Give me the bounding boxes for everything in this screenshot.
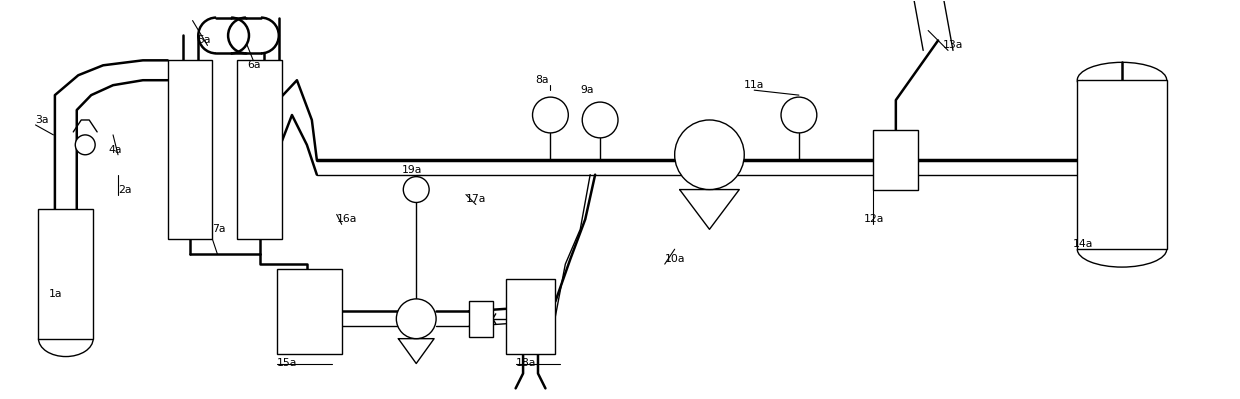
Text: 8a: 8a [536,75,549,85]
Text: 11a: 11a [744,80,765,90]
Text: 19a: 19a [402,165,422,175]
Text: 15a: 15a [277,358,298,369]
Text: 1a: 1a [48,289,62,299]
Text: 16a: 16a [337,214,357,224]
Bar [277,269,342,354]
Bar [38,209,93,339]
Text: 17a: 17a [466,194,486,204]
Circle shape [403,177,429,202]
Circle shape [532,97,568,133]
Circle shape [781,97,817,133]
Bar [237,60,281,239]
Bar [1078,80,1167,249]
Text: 18a: 18a [516,358,536,369]
Text: 10a: 10a [665,254,686,264]
Bar [506,279,556,354]
Circle shape [675,120,744,190]
Bar [873,130,918,190]
Circle shape [76,135,95,155]
Text: 5a: 5a [197,36,211,45]
Bar [167,60,212,239]
Circle shape [397,299,436,339]
Circle shape [583,102,618,138]
Text: 14a: 14a [1073,239,1092,249]
Text: 2a: 2a [118,184,131,195]
Text: 4a: 4a [108,145,122,155]
Text: 12a: 12a [863,214,884,224]
Text: 6a: 6a [247,60,260,70]
Text: 3a: 3a [36,115,50,125]
Bar [469,301,492,337]
Text: 7a: 7a [212,224,226,234]
Text: 13a: 13a [944,40,963,50]
Text: 9a: 9a [580,85,594,95]
